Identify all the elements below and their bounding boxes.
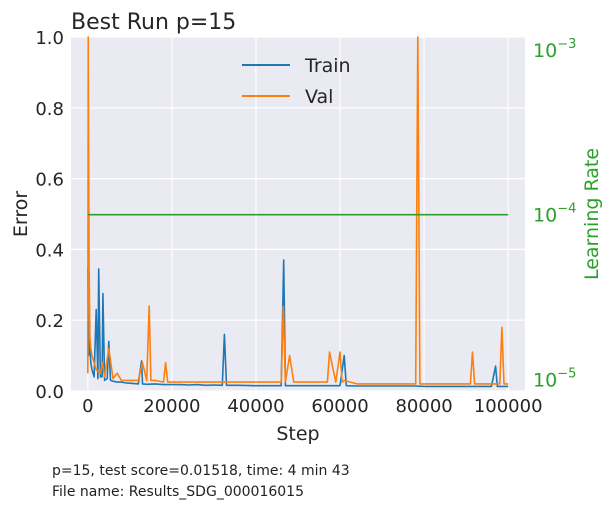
x-tick-label: 20000 [143,396,200,417]
y-tick-label: 1.0 [35,28,64,49]
y-tick-label: 0.6 [35,170,64,191]
y2-axis-label: Learning Rate [581,148,603,280]
y-tick-label: 0.8 [35,99,64,120]
legend-label-train: Train [304,55,351,77]
x-axis-label: Step [276,423,319,445]
series-group [87,36,509,388]
chart-title: Best Run p=15 [71,10,236,35]
y2-tick-label: 10−4 [533,202,576,227]
series-line-val [87,36,509,385]
y-axis-label: Error [10,191,32,238]
y-tick-label: 0.0 [35,382,64,403]
series-line-train [87,259,509,388]
x-tick-label: 60000 [311,396,368,417]
y-tick-label: 0.4 [35,240,64,261]
legend: Train Val [242,55,351,108]
y2-axis-ticks: 10−5 10−4 10−3 [533,37,576,391]
legend-label-val: Val [305,86,333,108]
footer-info-line: p=15, test score=0.01518, time: 4 min 43 [52,463,350,479]
footer-filename-line: File name: Results_SDG_000016015 [52,484,304,500]
chart: 0 20000 40000 60000 80000 100000 0.0 0.2 0.4 0.6… [10,10,603,445]
y2-tick-label: 10−3 [533,37,576,62]
x-tick-label: 80000 [395,396,452,417]
y-tick-label: 0.2 [35,311,64,332]
y2-tick-label: 10−5 [533,366,576,391]
x-tick-label: 0 [82,396,93,417]
x-tick-label: 40000 [227,396,284,417]
y-axis-ticks: 0.0 0.2 0.4 0.6 0.8 1.0 [35,28,64,403]
x-axis-ticks: 0 20000 40000 60000 80000 100000 [82,396,542,417]
x-tick-label: 100000 [474,396,543,417]
